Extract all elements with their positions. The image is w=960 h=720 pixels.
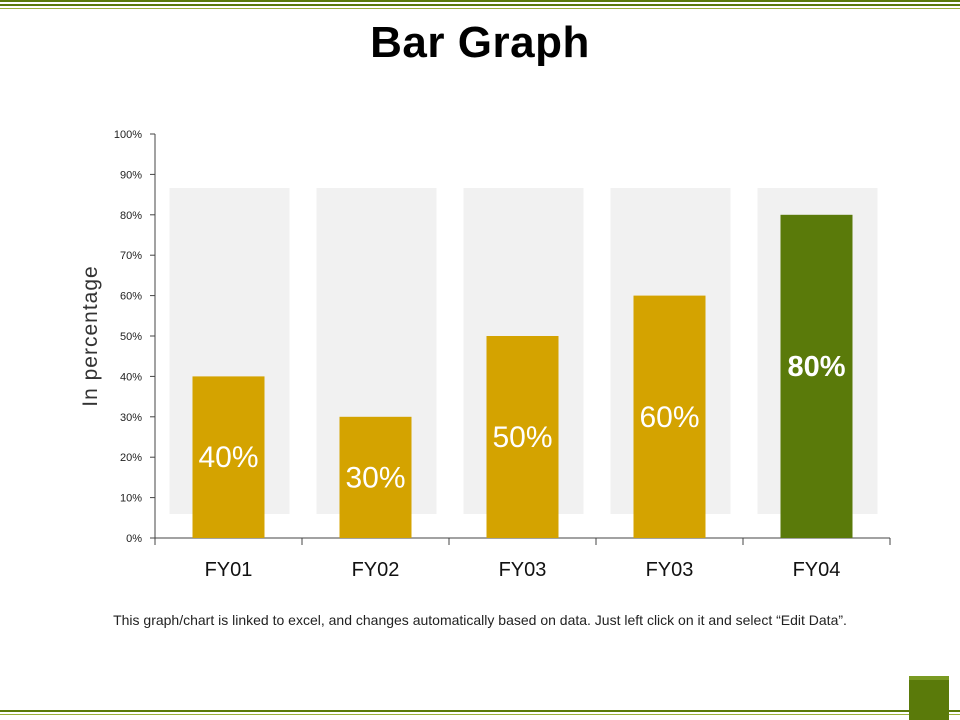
x-tick-label: FY04 bbox=[793, 559, 841, 581]
y-tick-label: 100% bbox=[114, 129, 142, 141]
page-title: Bar Graph bbox=[370, 18, 590, 67]
y-tick-label: 50% bbox=[120, 331, 142, 343]
bar bbox=[780, 214, 853, 539]
top-rule-accent bbox=[0, 8, 960, 9]
y-tick-label: 90% bbox=[120, 169, 142, 181]
bar bbox=[339, 416, 412, 538]
y-axis-label: In percentage bbox=[79, 265, 102, 406]
bar-data-label: 60% bbox=[639, 401, 699, 434]
bar bbox=[486, 336, 559, 538]
y-tick-label: 10% bbox=[120, 493, 142, 505]
bar bbox=[192, 376, 265, 538]
top-rule bbox=[0, 0, 960, 6]
y-tick-label: 80% bbox=[120, 210, 142, 222]
x-tick-label: FY01 bbox=[205, 559, 253, 581]
y-tick-label: 40% bbox=[120, 371, 142, 383]
corner-decoration bbox=[909, 676, 949, 720]
bottom-rule bbox=[0, 710, 960, 715]
x-tick-label: FY02 bbox=[352, 559, 400, 581]
chart-caption: This graph/chart is linked to excel, and… bbox=[113, 612, 847, 628]
bar-data-label: 50% bbox=[492, 421, 552, 454]
y-tick-label: 20% bbox=[120, 452, 142, 464]
bar-data-label: 80% bbox=[787, 351, 845, 383]
y-tick-label: 0% bbox=[126, 533, 142, 545]
y-tick-label: 60% bbox=[120, 291, 142, 303]
bar-chart[interactable]: 0% 10% 20% 30% 40% 50% 60% 70% 80% 90% 100% In perc… bbox=[0, 0, 960, 600]
x-tick-label: FY03 bbox=[499, 559, 547, 581]
x-tick-label: FY03 bbox=[646, 559, 694, 581]
bar-data-label: 30% bbox=[345, 461, 405, 494]
bar-data-label: 40% bbox=[198, 441, 258, 474]
y-tick-label: 30% bbox=[120, 412, 142, 424]
y-tick-label: 70% bbox=[120, 250, 142, 262]
bar bbox=[633, 295, 706, 538]
